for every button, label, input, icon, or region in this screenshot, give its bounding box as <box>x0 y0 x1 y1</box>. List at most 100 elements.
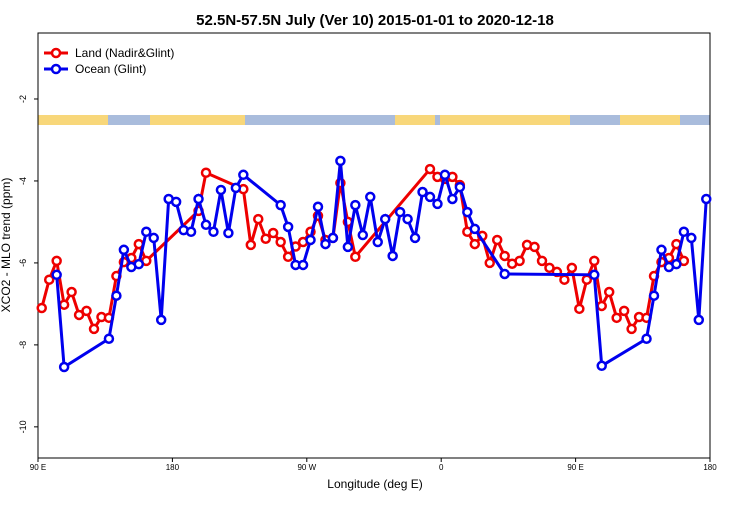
data-point <box>574 303 585 315</box>
data-point <box>238 169 249 181</box>
data-point <box>66 286 77 298</box>
data-point <box>671 258 682 270</box>
data-point <box>432 198 443 210</box>
data-point <box>656 244 667 256</box>
data-point <box>491 234 503 246</box>
data-point <box>417 186 428 198</box>
y-tick-label: -4 <box>18 177 28 185</box>
data-point <box>275 199 286 211</box>
data-point <box>350 251 361 263</box>
data-point <box>357 229 369 241</box>
data-point <box>514 255 525 267</box>
data-point <box>648 290 660 301</box>
data-point <box>200 167 212 179</box>
data-point <box>51 269 62 281</box>
data-point <box>193 193 204 205</box>
data-point <box>185 226 197 238</box>
chart-title: 52.5N-57.5N July (Ver 10) 2015-01-01 to … <box>196 12 554 29</box>
x-axis-label: Longitude (deg E) <box>327 477 422 491</box>
data-point <box>312 201 324 213</box>
legend-marker <box>50 63 62 75</box>
data-point <box>111 290 122 301</box>
data-point <box>155 314 167 326</box>
data-point <box>611 312 622 324</box>
data-point <box>230 182 242 194</box>
data-point <box>208 226 219 238</box>
plot-frame <box>37 32 711 459</box>
data-point <box>424 191 436 203</box>
data-point <box>342 241 354 253</box>
legend-label: Ocean (Glint) <box>75 62 146 76</box>
data-point <box>484 257 495 269</box>
data-point <box>88 323 100 335</box>
data-point <box>81 305 92 317</box>
data-point <box>253 213 264 225</box>
data-point <box>379 213 391 225</box>
y-tick-label: -2 <box>18 95 28 103</box>
data-point <box>693 314 705 326</box>
data-point <box>499 268 510 280</box>
data-point <box>536 255 548 267</box>
data-point <box>118 244 130 256</box>
data-point <box>402 213 413 225</box>
data-point <box>544 262 555 274</box>
data-point <box>603 286 615 298</box>
data-point <box>678 226 690 238</box>
data-point <box>133 258 145 270</box>
series-line <box>55 160 708 370</box>
data-point <box>626 323 637 335</box>
data-point <box>462 206 473 218</box>
data-point <box>335 155 346 167</box>
legend-label: Land (Nadir&Glint) <box>75 46 174 60</box>
data-point <box>596 300 607 312</box>
data-point <box>58 299 70 310</box>
data-point <box>409 232 421 244</box>
data-point <box>43 274 55 285</box>
data-point <box>297 259 309 271</box>
data-point <box>260 233 271 244</box>
data-point <box>454 181 466 193</box>
data-point <box>372 236 383 248</box>
data-point <box>223 227 234 239</box>
data-point <box>387 250 398 262</box>
data-point <box>596 360 607 372</box>
data-point <box>73 309 85 321</box>
data-point <box>148 232 159 244</box>
data-point <box>589 269 600 281</box>
x-tick-label: 180 <box>703 463 717 472</box>
data-point <box>282 251 294 263</box>
y-tick-label: -10 <box>18 420 28 433</box>
data-point <box>141 226 152 238</box>
data-point <box>529 241 540 253</box>
data-point <box>447 193 458 205</box>
y-axis-label: XCO2 - MLO trend (ppm) <box>0 178 13 313</box>
data-point <box>469 223 481 235</box>
x-tick-label: 0 <box>439 463 444 472</box>
y-tick-label: -8 <box>18 341 28 349</box>
x-tick-label: 90 E <box>567 463 583 472</box>
data-point <box>245 239 257 251</box>
data-point <box>215 184 227 196</box>
data-point <box>267 227 279 239</box>
data-point <box>439 169 451 181</box>
y-tick-label: -6 <box>18 259 28 267</box>
data-point <box>103 333 115 344</box>
data-point <box>350 199 361 211</box>
data-point <box>559 274 570 285</box>
data-point <box>36 302 47 314</box>
map-strip <box>38 115 710 125</box>
data-point <box>282 221 294 233</box>
data-point <box>424 163 436 175</box>
data-point <box>686 232 697 244</box>
data-point <box>589 255 600 267</box>
data-point <box>566 262 578 274</box>
x-tick-label: 90 E <box>30 463 46 472</box>
legend-marker <box>50 47 62 59</box>
data-point <box>394 206 406 218</box>
data-point <box>170 196 182 208</box>
x-tick-label: 90 W <box>297 463 316 472</box>
data-point <box>641 333 652 344</box>
data-point <box>618 305 630 317</box>
x-tick-label: 180 <box>166 463 180 472</box>
